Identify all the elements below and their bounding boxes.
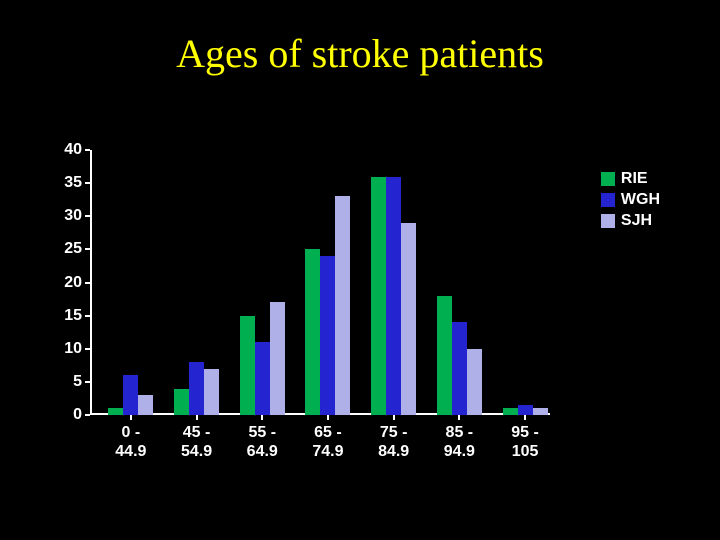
x-tick-mark [261, 415, 263, 420]
legend-label: SJH [621, 212, 652, 230]
y-tick-label: 10 [42, 340, 82, 358]
y-tick-label: 0 [42, 406, 82, 424]
bar [401, 223, 416, 415]
bar-chart: 0 5 10 15 20 25 30 35 40 0 -44.945 -54.955 -64.9… [40, 140, 680, 500]
slide-title: Ages of stroke patients [0, 30, 720, 77]
x-tick-mark [524, 415, 526, 420]
bar [189, 362, 204, 415]
bar [240, 316, 255, 415]
bar [533, 408, 548, 415]
x-tick-label: 85 -94.9 [429, 423, 489, 461]
bar [386, 177, 401, 416]
bar [174, 389, 189, 416]
bar [108, 408, 123, 415]
x-tick-mark [393, 415, 395, 420]
bar [437, 296, 452, 415]
bar [503, 408, 518, 415]
x-tick-label: 0 -44.9 [101, 423, 161, 461]
y-axis-line [90, 150, 92, 415]
legend-label: RIE [621, 170, 648, 188]
x-tick-mark [458, 415, 460, 420]
bar [452, 322, 467, 415]
bar [138, 395, 153, 415]
y-tick-label: 15 [42, 307, 82, 325]
bar [204, 369, 219, 415]
x-tick-mark [327, 415, 329, 420]
y-tick-label: 5 [42, 373, 82, 391]
legend: RIE WGH SJH [601, 170, 660, 233]
bar [255, 342, 270, 415]
y-tick-label: 25 [42, 240, 82, 258]
legend-item: SJH [601, 212, 660, 230]
x-tick-mark [196, 415, 198, 420]
bar [270, 302, 285, 415]
legend-label: WGH [621, 191, 660, 209]
slide-root: Ages of stroke patients 0 5 10 15 20 25 30 35 40… [0, 0, 720, 540]
x-tick-label: 75 -84.9 [364, 423, 424, 461]
y-tick-label: 20 [42, 274, 82, 292]
x-tick-label: 95 -105 [495, 423, 555, 461]
bar [371, 177, 386, 416]
bar [335, 196, 350, 415]
x-tick-label: 45 -54.9 [167, 423, 227, 461]
legend-swatch [601, 214, 615, 228]
x-tick-mark [130, 415, 132, 420]
bar [123, 375, 138, 415]
x-tick-label: 65 -74.9 [298, 423, 358, 461]
y-tick-label: 35 [42, 174, 82, 192]
plot-area [90, 150, 550, 415]
y-tick-label: 30 [42, 207, 82, 225]
legend-swatch [601, 193, 615, 207]
legend-swatch [601, 172, 615, 186]
legend-item: RIE [601, 170, 660, 188]
legend-item: WGH [601, 191, 660, 209]
y-tick-label: 40 [42, 141, 82, 159]
bar [305, 249, 320, 415]
x-tick-label: 55 -64.9 [232, 423, 292, 461]
bar [320, 256, 335, 415]
bar [467, 349, 482, 415]
bar [518, 405, 533, 415]
